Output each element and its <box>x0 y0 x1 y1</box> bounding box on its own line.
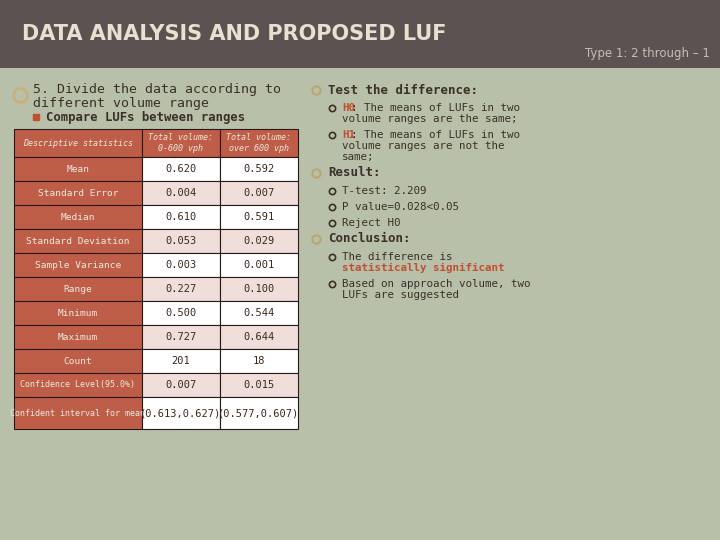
Text: Maximum: Maximum <box>58 333 98 341</box>
Text: Standard Error: Standard Error <box>37 188 118 198</box>
Bar <box>220 397 298 429</box>
Bar <box>142 397 220 429</box>
Text: Type 1: 2 through – 1: Type 1: 2 through – 1 <box>585 48 710 60</box>
Text: H1: H1 <box>342 130 355 140</box>
Text: Test the difference:: Test the difference: <box>328 84 478 97</box>
Text: volume ranges are not the: volume ranges are not the <box>342 141 505 151</box>
Bar <box>142 129 220 157</box>
Text: 0.610: 0.610 <box>166 212 197 222</box>
Text: 0.591: 0.591 <box>243 212 274 222</box>
Bar <box>220 157 298 181</box>
Text: 0.544: 0.544 <box>243 308 274 318</box>
Bar <box>142 205 220 229</box>
Text: Standard Deviation: Standard Deviation <box>26 237 130 246</box>
Text: Total volume:
over 600 vph: Total volume: over 600 vph <box>227 133 292 152</box>
Text: Result:: Result: <box>328 166 380 179</box>
Bar <box>14 277 142 301</box>
Text: 18: 18 <box>253 356 265 366</box>
Bar <box>14 301 142 325</box>
Text: 0.053: 0.053 <box>166 236 197 246</box>
Bar <box>14 397 142 429</box>
Text: (0.577,0.607): (0.577,0.607) <box>218 408 300 418</box>
Bar <box>8 76 712 532</box>
Bar <box>142 229 220 253</box>
Text: 0.015: 0.015 <box>243 380 274 390</box>
Text: 0.029: 0.029 <box>243 236 274 246</box>
Text: Compare LUFs between ranges: Compare LUFs between ranges <box>46 111 245 124</box>
Bar <box>14 325 142 349</box>
Bar <box>142 253 220 277</box>
Bar <box>220 129 298 157</box>
Text: H0: H0 <box>342 103 355 113</box>
Bar <box>142 325 220 349</box>
Text: 0.003: 0.003 <box>166 260 197 270</box>
Bar <box>220 277 298 301</box>
Text: Minimum: Minimum <box>58 308 98 318</box>
Bar <box>14 157 142 181</box>
Bar <box>0 0 720 68</box>
Bar <box>220 229 298 253</box>
Text: Reject H0: Reject H0 <box>342 218 400 228</box>
Text: Median: Median <box>60 213 95 221</box>
Bar <box>14 181 142 205</box>
Bar <box>142 181 220 205</box>
Bar <box>142 277 220 301</box>
Text: LUFs are suggested: LUFs are suggested <box>342 290 459 300</box>
Text: 0.227: 0.227 <box>166 284 197 294</box>
Bar <box>142 349 220 373</box>
Text: The difference is: The difference is <box>342 252 452 262</box>
Text: 201: 201 <box>171 356 190 366</box>
Text: Based on approach volume, two: Based on approach volume, two <box>342 279 531 289</box>
Bar <box>220 301 298 325</box>
Bar <box>220 253 298 277</box>
Bar <box>220 373 298 397</box>
Text: 0.007: 0.007 <box>243 188 274 198</box>
Text: 5. Divide the data according to: 5. Divide the data according to <box>33 83 281 96</box>
Text: 0.100: 0.100 <box>243 284 274 294</box>
Text: Mean: Mean <box>66 165 89 173</box>
Text: Confidence Level(95.0%): Confidence Level(95.0%) <box>20 381 135 389</box>
Text: DATA ANALYSIS AND PROPOSED LUF: DATA ANALYSIS AND PROPOSED LUF <box>22 24 446 44</box>
Text: 0.644: 0.644 <box>243 332 274 342</box>
Text: volume ranges are the same;: volume ranges are the same; <box>342 114 518 124</box>
Text: 0.004: 0.004 <box>166 188 197 198</box>
Text: Count: Count <box>63 356 92 366</box>
Bar <box>220 349 298 373</box>
Text: same;: same; <box>342 152 374 162</box>
Text: 0.620: 0.620 <box>166 164 197 174</box>
Bar <box>14 129 142 157</box>
Bar <box>142 157 220 181</box>
Bar <box>14 373 142 397</box>
Bar <box>142 373 220 397</box>
Text: 0.727: 0.727 <box>166 332 197 342</box>
Text: Descriptive statistics: Descriptive statistics <box>23 138 133 147</box>
Text: 0.001: 0.001 <box>243 260 274 270</box>
Bar <box>14 205 142 229</box>
Bar <box>14 253 142 277</box>
Text: (0.613,0.627): (0.613,0.627) <box>140 408 222 418</box>
Text: : The means of LUFs in two: : The means of LUFs in two <box>351 130 520 140</box>
Text: 0.007: 0.007 <box>166 380 197 390</box>
Text: Range: Range <box>63 285 92 294</box>
Text: Confident interval for mean: Confident interval for mean <box>11 408 145 417</box>
Text: Total volume:
0-600 vph: Total volume: 0-600 vph <box>148 133 214 152</box>
Text: 0.500: 0.500 <box>166 308 197 318</box>
Bar <box>220 325 298 349</box>
Text: T-test: 2.209: T-test: 2.209 <box>342 186 426 196</box>
Bar <box>14 229 142 253</box>
Text: statistically significant: statistically significant <box>342 263 505 273</box>
Text: : The means of LUFs in two: : The means of LUFs in two <box>351 103 520 113</box>
Bar <box>220 205 298 229</box>
Bar <box>220 181 298 205</box>
Text: 0.592: 0.592 <box>243 164 274 174</box>
Bar <box>14 349 142 373</box>
Text: Sample Variance: Sample Variance <box>35 260 121 269</box>
Text: Conclusion:: Conclusion: <box>328 233 410 246</box>
Text: P value=0.028<0.05: P value=0.028<0.05 <box>342 202 459 212</box>
Text: different volume range: different volume range <box>33 97 209 110</box>
Bar <box>142 301 220 325</box>
